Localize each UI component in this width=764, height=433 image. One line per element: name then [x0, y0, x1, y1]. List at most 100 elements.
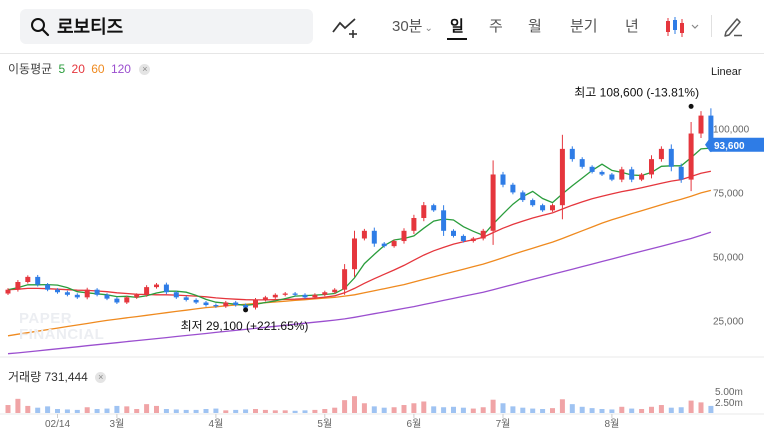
candle-body — [411, 218, 417, 231]
volume-value: 731,444 — [44, 370, 88, 384]
volume-bar — [619, 406, 625, 413]
tab-year[interactable]: 년 — [625, 18, 639, 35]
candle-body — [45, 284, 51, 290]
volume-bar — [233, 409, 239, 413]
low-marker — [243, 307, 249, 313]
volume-bar — [114, 405, 120, 413]
volume-bar — [35, 407, 41, 413]
volume-bar — [371, 406, 377, 413]
candle-body — [272, 294, 278, 298]
volume-bar — [649, 406, 654, 413]
candle-body — [698, 115, 704, 134]
volume-bar — [451, 406, 456, 413]
volume-bar — [45, 406, 51, 413]
tab-day[interactable]: 일 — [450, 18, 464, 35]
high-label: 최고 108,600 (-13.81%) — [574, 85, 699, 99]
volume-bar — [550, 408, 555, 413]
candlestick-icon[interactable] — [664, 14, 704, 40]
candle-body — [292, 293, 298, 295]
x-tick-label: 8월 — [605, 418, 620, 430]
tab-month[interactable]: 월 — [528, 18, 542, 35]
candle-body — [262, 297, 268, 300]
candle-body — [401, 230, 407, 242]
candle-body — [154, 284, 159, 288]
candle-body — [460, 235, 466, 242]
volume-bar — [500, 403, 506, 413]
candle-body — [15, 282, 21, 290]
volume-bar — [490, 399, 496, 413]
ma-legend-20: 20 — [71, 62, 85, 76]
volume-bar — [163, 409, 169, 413]
candle-body — [183, 297, 189, 300]
volume-label: 거래량 — [8, 370, 42, 384]
close-icon[interactable]: × — [95, 372, 107, 383]
volume-bar — [589, 408, 595, 413]
candle-body — [609, 174, 615, 180]
candle-body — [332, 289, 338, 293]
ma-legend-60: 60 — [91, 62, 105, 76]
candle-body — [391, 241, 397, 247]
volume-bar — [361, 403, 367, 413]
candle-body — [233, 302, 239, 306]
price-chart[interactable]: 100,000 75,000 50,000 25,000 93,600 최고 108,60… — [0, 54, 764, 433]
candle-body — [352, 238, 357, 270]
candle-body — [569, 148, 575, 160]
volume-bar — [183, 409, 189, 413]
volume-bar — [678, 407, 684, 413]
tab-30min[interactable]: 30분 ⌄ — [392, 18, 433, 35]
x-tick-label: 7월 — [496, 418, 511, 430]
tab-quarter[interactable]: 분기 — [570, 18, 598, 35]
series-ma20 — [7, 170, 712, 301]
volume-bar — [609, 409, 615, 413]
candle-body — [25, 276, 31, 282]
candle-body — [302, 294, 308, 298]
volume-bar — [25, 405, 31, 413]
volume-bar — [540, 409, 546, 413]
volume-tick-label: 2.50m — [715, 398, 743, 409]
pencil-icon[interactable] — [722, 14, 744, 38]
moving-average-legend: 이동평균 5 20 60 120 × — [8, 62, 153, 76]
volume-bar — [480, 407, 486, 413]
candle-body — [639, 174, 645, 180]
candle-body — [203, 302, 209, 306]
y-tick-label: 75,000 — [713, 188, 744, 199]
search-value: 로보티즈 — [57, 17, 124, 37]
volume-bar — [104, 408, 110, 413]
candle-body — [599, 171, 605, 175]
candle-body — [243, 305, 249, 308]
low-label: 최저 29,100 (+221.65%) — [181, 319, 309, 333]
candle-body — [658, 148, 664, 160]
volume-bar — [64, 409, 70, 413]
candle-body — [649, 159, 654, 175]
volume-bar — [431, 406, 437, 413]
stock-search-box[interactable]: 로보티즈 — [20, 9, 313, 44]
volume-bar — [579, 406, 585, 413]
candle-body — [223, 302, 229, 307]
x-tick-label: 4월 — [209, 418, 224, 430]
toolbar-divider — [711, 15, 712, 37]
close-icon[interactable]: × — [139, 64, 151, 75]
y-tick-label: 50,000 — [713, 252, 744, 263]
trend-draw-icon[interactable] — [331, 14, 359, 40]
volume-bar — [342, 400, 348, 413]
candle-body — [579, 159, 585, 167]
volume-bar — [243, 409, 249, 413]
candle-body — [371, 230, 377, 244]
tab-week[interactable]: 주 — [489, 18, 503, 35]
candle-body — [550, 205, 555, 211]
scale-mode-button[interactable]: Linear — [711, 66, 742, 78]
x-tick-label: 3월 — [110, 418, 125, 430]
candle-body — [678, 166, 684, 180]
candle-body — [213, 305, 219, 307]
volume-bar — [639, 409, 645, 413]
candle-body — [520, 192, 526, 201]
volume-bar — [708, 405, 714, 413]
candle-body — [94, 289, 100, 295]
x-tick-label: 5월 — [317, 418, 332, 430]
candle-body — [114, 298, 120, 303]
volume-bar — [391, 407, 397, 413]
candle-body — [64, 292, 70, 295]
current-price-tag — [705, 137, 764, 152]
x-tick-label: 6월 — [407, 418, 422, 430]
current-price-label: 93,600 — [714, 141, 745, 152]
